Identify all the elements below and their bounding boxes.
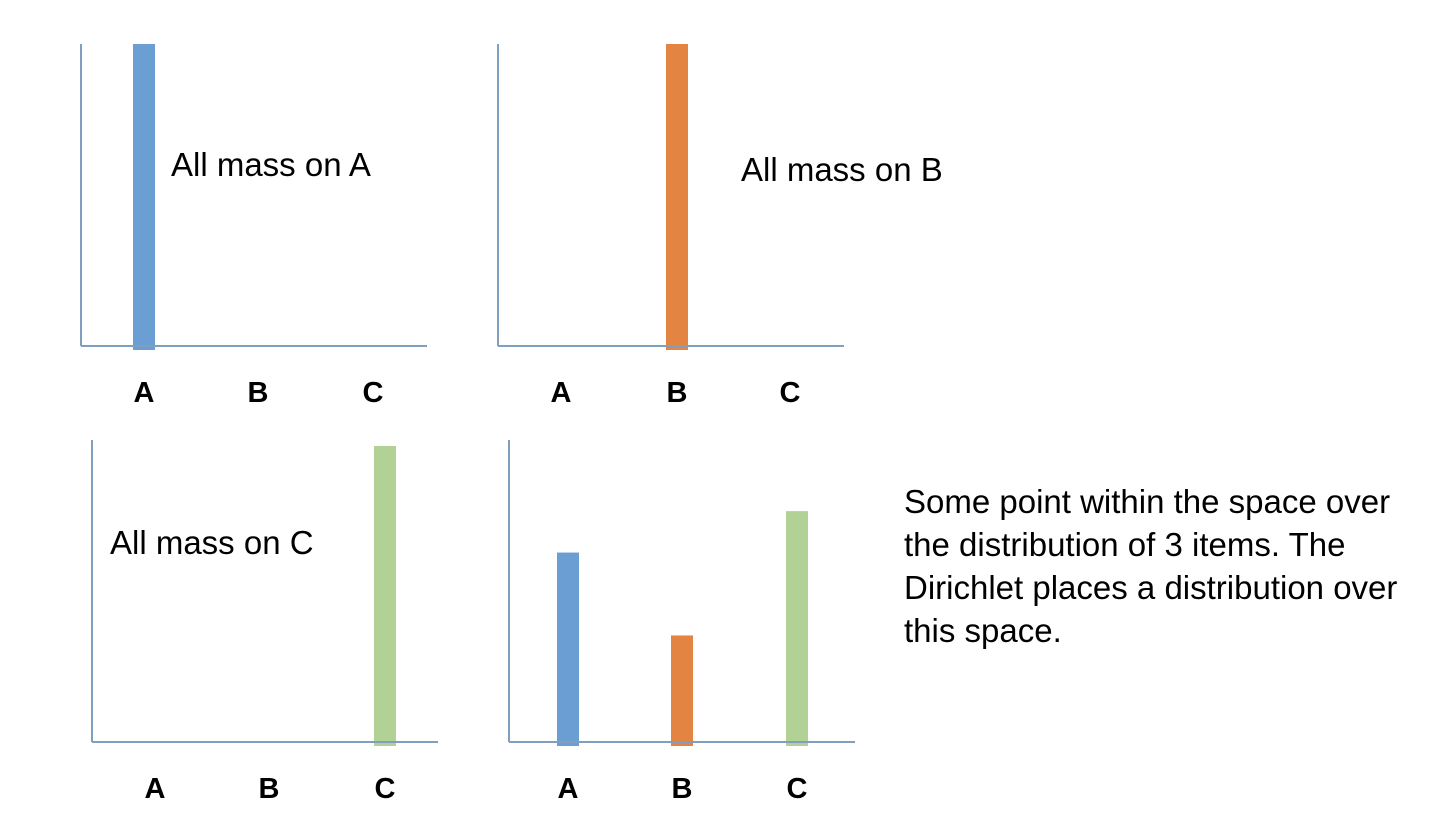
bar-a xyxy=(557,552,579,746)
chart-panel-mass-on-b: All mass on B A B C xyxy=(497,44,943,409)
chart-panel-mass-on-c: All mass on C A B C xyxy=(91,440,438,805)
tick-label-a: A xyxy=(558,773,579,805)
tick-label-a: A xyxy=(551,377,572,409)
tick-label-a: A xyxy=(134,377,155,409)
annotation-mass-on-a: All mass on A xyxy=(171,146,371,183)
bar-b xyxy=(671,635,693,746)
tick-label-c: C xyxy=(787,773,808,805)
tick-label-b: B xyxy=(248,377,269,409)
tick-label-a: A xyxy=(145,773,166,805)
chart-panel-mass-on-a: All mass on A A B C xyxy=(80,44,427,409)
tick-label-b: B xyxy=(672,773,693,805)
bar-b xyxy=(666,44,688,350)
bar-c xyxy=(374,446,396,746)
annotation-mass-on-b: All mass on B xyxy=(741,151,943,188)
bar-a xyxy=(133,44,155,350)
tick-label-c: C xyxy=(375,773,396,805)
tick-label-c: C xyxy=(780,377,801,409)
annotation-mass-on-c: All mass on C xyxy=(110,524,314,561)
chart-panel-mixed-point: A B C xyxy=(508,440,855,805)
tick-label-b: B xyxy=(259,773,280,805)
tick-label-b: B xyxy=(667,377,688,409)
bar-c xyxy=(786,511,808,746)
caption-text: Some point within the space over the dis… xyxy=(904,483,1398,649)
tick-label-c: C xyxy=(363,377,384,409)
